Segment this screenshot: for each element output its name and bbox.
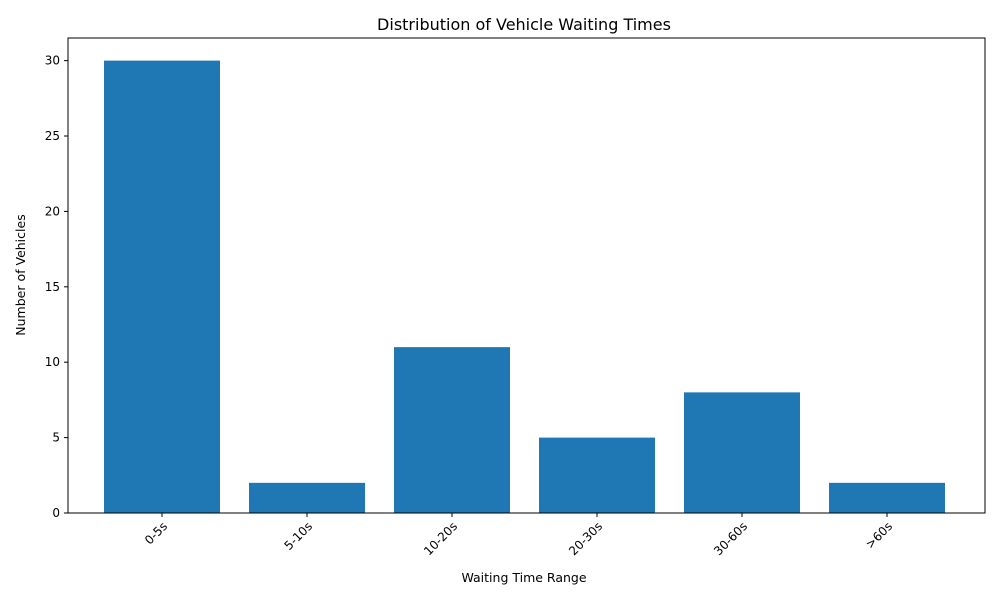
y-tick-label-1: 5 (52, 431, 60, 445)
y-tick-label-3: 15 (45, 280, 60, 294)
y-tick-label-4: 20 (45, 204, 60, 218)
y-axis-label: Number of Vehicles (13, 214, 28, 335)
x-axis-label: Waiting Time Range (461, 570, 586, 585)
y-tick-label-5: 25 (45, 129, 60, 143)
plot-frame (67, 37, 986, 514)
bars-group (104, 60, 945, 513)
bar-2 (394, 347, 510, 513)
bar-3 (539, 437, 655, 513)
bar-4 (684, 392, 800, 513)
y-axis: 0 5 10 15 20 25 30 (45, 54, 68, 520)
bar-1 (249, 482, 365, 513)
y-tick-label-6: 30 (45, 54, 60, 68)
bar-0 (104, 60, 220, 513)
chart-title: Distribution of Vehicle Waiting Times (377, 15, 671, 34)
y-tick-label-2: 10 (45, 355, 60, 369)
bar-5 (829, 482, 945, 513)
y-tick-label-0: 0 (52, 506, 60, 520)
